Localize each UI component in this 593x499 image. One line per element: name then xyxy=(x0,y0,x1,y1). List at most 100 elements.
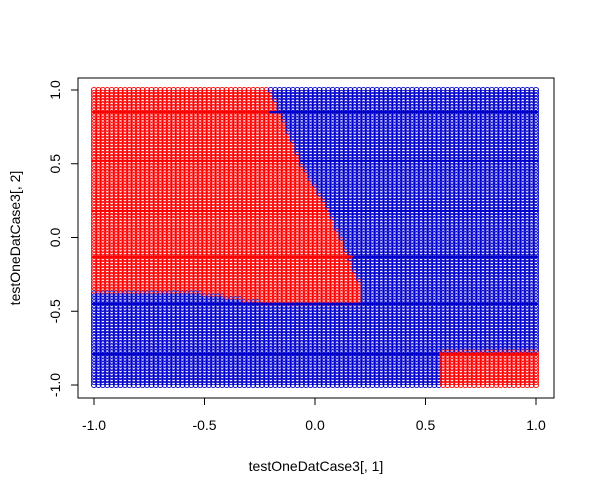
data-point xyxy=(99,184,106,191)
data-point xyxy=(121,237,128,244)
data-point xyxy=(90,243,98,250)
data-point xyxy=(108,370,115,377)
data-point xyxy=(117,231,124,238)
data-point xyxy=(113,311,120,318)
data-point xyxy=(99,137,106,144)
data-point xyxy=(117,296,124,303)
data-point xyxy=(99,122,106,129)
data-point xyxy=(108,367,115,374)
data-point xyxy=(104,128,111,135)
data-point xyxy=(117,145,124,153)
data-point xyxy=(117,151,124,158)
data-point xyxy=(117,184,124,191)
data-point xyxy=(90,355,98,362)
data-point xyxy=(95,137,102,144)
data-point xyxy=(121,322,128,330)
data-point xyxy=(108,140,115,147)
data-point xyxy=(117,219,124,226)
data-point xyxy=(113,231,120,238)
data-point xyxy=(95,172,102,179)
data-point xyxy=(90,246,98,253)
data-point xyxy=(126,334,133,341)
data-point xyxy=(113,272,120,279)
data-point xyxy=(90,252,98,259)
data-point xyxy=(90,272,98,279)
data-point xyxy=(99,142,106,150)
data-point xyxy=(108,196,115,203)
data-point xyxy=(90,293,98,300)
data-point xyxy=(90,193,98,200)
data-point xyxy=(121,181,128,188)
data-point xyxy=(108,249,115,256)
data-point xyxy=(113,263,120,271)
data-point xyxy=(95,260,102,268)
data-point xyxy=(99,151,106,158)
data-point xyxy=(108,119,115,126)
data-point xyxy=(117,125,124,132)
data-point xyxy=(113,258,120,265)
data-point xyxy=(108,293,115,300)
data-point xyxy=(90,140,98,147)
data-point xyxy=(113,331,120,338)
data-point xyxy=(113,228,120,235)
data-point xyxy=(99,101,106,108)
data-point xyxy=(108,89,115,96)
data-point xyxy=(95,184,102,191)
data-point xyxy=(113,107,120,114)
data-point xyxy=(95,231,102,238)
data-point xyxy=(108,231,115,238)
data-point xyxy=(108,260,115,268)
data-point xyxy=(126,358,133,365)
data-point xyxy=(121,311,128,318)
data-point xyxy=(90,343,98,350)
data-point xyxy=(95,196,102,203)
data-point xyxy=(121,287,128,294)
data-point xyxy=(90,352,98,359)
data-point xyxy=(104,86,111,94)
data-point xyxy=(108,337,115,344)
data-point xyxy=(99,319,106,327)
data-point xyxy=(108,314,115,321)
data-point xyxy=(113,293,120,300)
data-point xyxy=(108,272,115,279)
data-point xyxy=(99,317,106,324)
data-point xyxy=(90,119,98,126)
data-point xyxy=(95,201,102,209)
data-point xyxy=(90,222,98,229)
data-point xyxy=(121,258,128,265)
data-point xyxy=(95,216,102,223)
data-point xyxy=(121,113,128,120)
data-point xyxy=(113,361,120,368)
data-point xyxy=(90,175,98,182)
data-point xyxy=(108,166,115,173)
data-point xyxy=(121,358,128,365)
data-point xyxy=(90,269,98,276)
data-point xyxy=(121,234,128,241)
data-point xyxy=(99,269,106,276)
data-point xyxy=(108,319,115,327)
data-point xyxy=(99,352,106,359)
data-point xyxy=(108,190,115,197)
data-point xyxy=(104,278,111,285)
data-point xyxy=(113,128,120,135)
data-point xyxy=(121,299,128,306)
data-point xyxy=(108,225,115,232)
data-point xyxy=(90,311,98,318)
data-point xyxy=(90,151,98,158)
data-point xyxy=(117,322,124,330)
data-point xyxy=(104,246,111,253)
data-point xyxy=(90,296,98,303)
data-point xyxy=(95,92,102,99)
data-point xyxy=(90,107,98,114)
data-point xyxy=(95,199,102,206)
data-point xyxy=(113,373,120,380)
data-point xyxy=(108,169,115,176)
data-point xyxy=(113,86,120,94)
data-point xyxy=(121,131,128,138)
data-point xyxy=(108,201,115,209)
data-point xyxy=(90,317,98,324)
data-point xyxy=(117,122,124,129)
data-point xyxy=(113,169,120,176)
data-point xyxy=(104,367,111,374)
data-point xyxy=(117,222,124,229)
